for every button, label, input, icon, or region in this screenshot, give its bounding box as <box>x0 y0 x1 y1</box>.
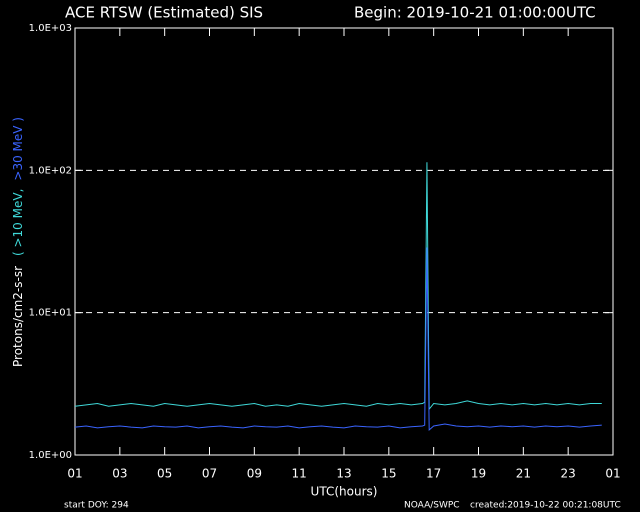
series-line <box>74 162 602 411</box>
y-tick-label: 1.0E+02 <box>29 165 72 176</box>
x-tick-label: 19 <box>471 467 486 481</box>
x-tick-label: 05 <box>157 467 172 481</box>
x-tick-label: 21 <box>516 467 531 481</box>
legend-entry: ( >10 MeV, <box>11 189 25 256</box>
y-tick-label: 1.0E+01 <box>29 308 72 319</box>
legend-entry: >30 MeV ) <box>11 117 25 181</box>
y-tick-label: 1.0E+03 <box>29 23 72 34</box>
x-tick-label: 01 <box>67 467 82 481</box>
y-tick-label: 1.0E+00 <box>29 450 72 461</box>
x-tick-label: 03 <box>112 467 127 481</box>
series-line <box>74 247 602 432</box>
footer-left: start DOY: 294 <box>64 501 129 511</box>
footer-right: created:2019-10-22 00:21:08UTC <box>470 501 621 511</box>
x-axis-label: UTC(hours) <box>311 485 378 499</box>
x-tick-label: 09 <box>247 467 262 481</box>
x-tick-label: 23 <box>561 467 576 481</box>
y-axis-label: Protons/cm2-s-sr ( >10 MeV, >30 MeV ) <box>11 117 25 367</box>
chart-subtitle: Begin: 2019-10-21 01:00:00UTC <box>354 4 596 22</box>
chart-title: ACE RTSW (Estimated) SIS <box>65 4 263 22</box>
x-tick-label: 13 <box>336 467 351 481</box>
x-tick-label: 07 <box>202 467 217 481</box>
x-tick-label: 17 <box>426 467 441 481</box>
y-axis-title: Protons/cm2-s-sr <box>11 266 25 367</box>
footer-mid: NOAA/SWPC <box>404 501 460 511</box>
x-tick-label: 11 <box>292 467 307 481</box>
x-tick-label: 15 <box>381 467 396 481</box>
x-tick-label: 01 <box>605 467 620 481</box>
